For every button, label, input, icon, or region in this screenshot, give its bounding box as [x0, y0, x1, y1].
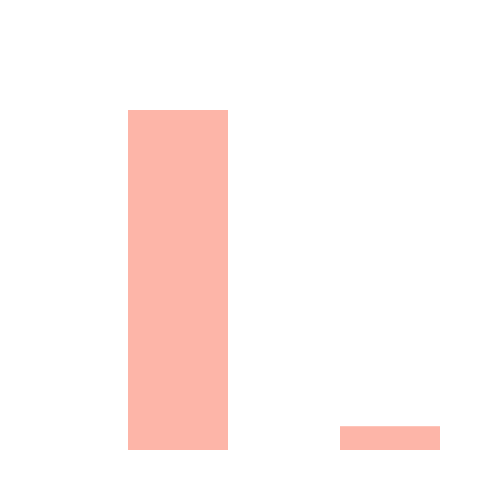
bar-1 [128, 110, 228, 450]
bars-group [128, 110, 440, 450]
bar-2 [340, 426, 440, 450]
